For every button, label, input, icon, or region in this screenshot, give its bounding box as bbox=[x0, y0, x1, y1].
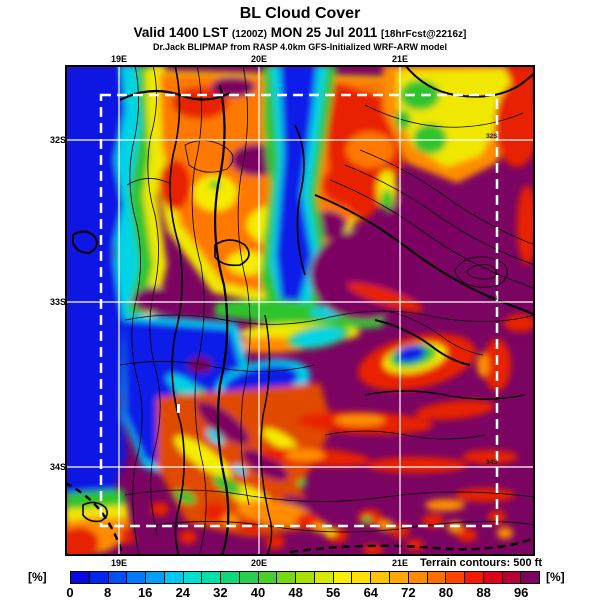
domain-boundary-dashed bbox=[99, 93, 499, 528]
colorbar-segment-2 bbox=[108, 572, 128, 583]
colorbar-tick-56: 56 bbox=[325, 585, 341, 600]
cloud-cover-field bbox=[65, 65, 535, 556]
colorbar-segment-12 bbox=[296, 572, 315, 583]
colorbar-tick-40: 40 bbox=[250, 585, 266, 600]
colorbar-segment-20 bbox=[446, 572, 466, 583]
x-tick-top-21E: 21E bbox=[391, 54, 409, 64]
colorbar-tick-88: 88 bbox=[476, 585, 491, 600]
colorbar-segment-9 bbox=[239, 572, 259, 583]
colorbar-segment-24 bbox=[521, 572, 540, 583]
cloud-cover-colorbar bbox=[70, 571, 540, 584]
colorbar-tick-72: 72 bbox=[401, 585, 416, 600]
y-tick-left-34S: 34S bbox=[49, 462, 66, 472]
valid-time: Valid 1400 LST bbox=[133, 25, 229, 40]
colorbar-segment-11 bbox=[277, 572, 297, 583]
colorbar-segment-1 bbox=[89, 572, 109, 583]
terrain-contour-note: Terrain contours: 500 ft bbox=[419, 557, 542, 569]
map-canvas: 32S 33S 34S bbox=[65, 65, 535, 556]
colorbar-segment-13 bbox=[314, 572, 334, 583]
colorbar-tick-48: 48 bbox=[288, 585, 303, 600]
colorbar-unit-right: [%] bbox=[546, 570, 565, 584]
valid-date: MON 25 Jul 2011 bbox=[270, 25, 378, 40]
site-marker bbox=[177, 404, 180, 413]
colorbar-tick-24: 24 bbox=[175, 585, 191, 600]
colorbar-segment-17 bbox=[390, 572, 409, 583]
colorbar-tick-32: 32 bbox=[213, 585, 228, 600]
x-tick-bottom-21E: 21E bbox=[391, 558, 409, 568]
x-tick-top-20E: 20E bbox=[250, 54, 268, 64]
colorbar-tick-96: 96 bbox=[513, 585, 529, 600]
colorbar-segment-0 bbox=[71, 572, 90, 583]
x-tick-bottom-20E: 20E bbox=[250, 558, 268, 568]
x-tick-bottom-19E: 19E bbox=[110, 558, 128, 568]
colorbar-segment-3 bbox=[127, 572, 147, 583]
colorbar-segment-5 bbox=[164, 572, 184, 583]
inner-lat-label-32s: 32S bbox=[486, 133, 498, 140]
colorbar-unit-left: [%] bbox=[28, 570, 47, 584]
cloud-cover-map: 32S 33S 34S bbox=[65, 65, 535, 556]
zulu-time: (1200Z) bbox=[231, 29, 267, 40]
colorbar-tick-8: 8 bbox=[103, 585, 112, 600]
colorbar-segment-23 bbox=[502, 572, 522, 583]
inner-lat-label-33s: 33S bbox=[486, 295, 498, 302]
colorbar-segment-10 bbox=[258, 572, 278, 583]
forecast-issue: [18hrFcst@2216z] bbox=[381, 29, 467, 40]
colorbar-tick-64: 64 bbox=[363, 585, 379, 600]
x-tick-top-19E: 19E bbox=[110, 54, 128, 64]
page-title: BL Cloud Cover bbox=[239, 5, 361, 22]
model-credit: Dr.Jack BLIPMAP from RASP 4.0km GFS-Init… bbox=[152, 42, 448, 52]
colorbar-segment-21 bbox=[465, 572, 484, 583]
colorbar-segment-6 bbox=[183, 572, 203, 583]
colorbar-segment-19 bbox=[427, 572, 447, 583]
colorbar-segment-18 bbox=[408, 572, 428, 583]
colorbar-tick-80: 80 bbox=[438, 585, 454, 600]
y-tick-left-32S: 32S bbox=[49, 135, 66, 145]
colorbar-tick-labels: 0 8 16 24 32 40 48 56 64 72 80 88 96 bbox=[66, 585, 540, 600]
y-tick-left-33S: 33S bbox=[49, 297, 66, 307]
colorbar-segment-4 bbox=[146, 572, 165, 583]
colorbar-segment-15 bbox=[352, 572, 372, 583]
colorbar-segment-8 bbox=[221, 572, 240, 583]
colorbar-segment-22 bbox=[483, 572, 503, 583]
valid-time-line: Valid 1400 LST (1200Z) MON 25 Jul 2011 [… bbox=[0, 25, 600, 40]
terrain-contours bbox=[65, 65, 535, 556]
inner-lat-label-34s: 34S bbox=[486, 459, 498, 466]
colorbar-tick-0: 0 bbox=[66, 585, 74, 600]
colorbar-segment-14 bbox=[333, 572, 353, 583]
lat-lon-grid bbox=[65, 65, 535, 556]
map-border bbox=[65, 65, 535, 556]
colorbar-segment-16 bbox=[371, 572, 391, 583]
colorbar-segment-7 bbox=[202, 572, 222, 583]
colorbar-tick-16: 16 bbox=[137, 585, 153, 600]
